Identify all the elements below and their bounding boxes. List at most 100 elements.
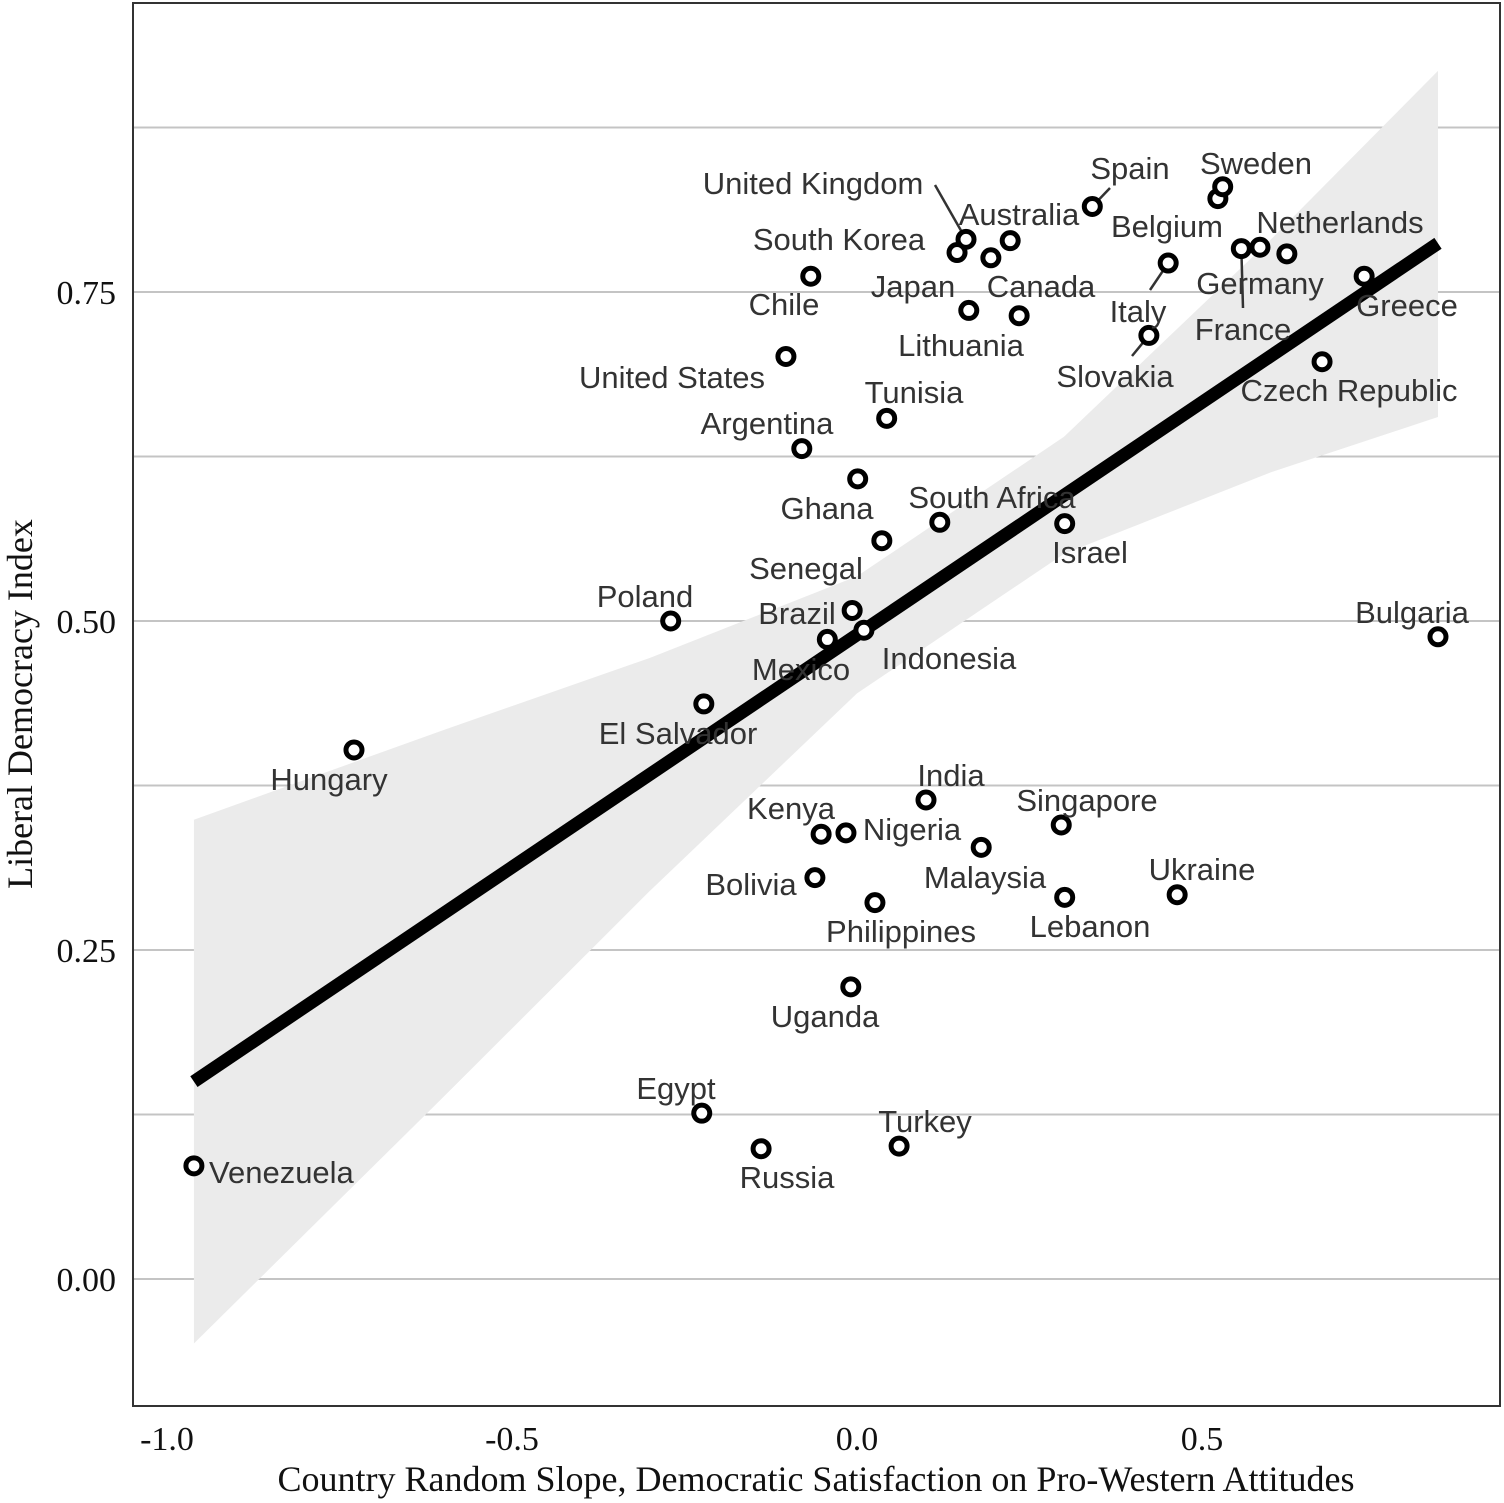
point-label: Japan: [871, 269, 955, 304]
data-point: [1050, 814, 1072, 836]
point-label: Brazil: [758, 596, 836, 631]
data-point: [1054, 513, 1076, 535]
data-points: [183, 176, 1449, 1177]
point-label: Hungary: [270, 762, 388, 797]
point-labels: Venezuela Hungary Poland El Salvador Egypt Ru…: [209, 146, 1470, 1195]
data-point: [847, 468, 869, 490]
data-point: [980, 247, 1002, 269]
data-point: [958, 299, 980, 321]
data-point: [1166, 884, 1188, 906]
point-label: Lebanon: [1030, 909, 1151, 944]
point-label: Malaysia: [924, 860, 1047, 895]
point-label: Chile: [749, 287, 820, 322]
data-point: [888, 1135, 910, 1157]
x-axis-title: Country Random Slope, Democratic Satisfa…: [278, 1459, 1355, 1499]
data-point: [876, 407, 898, 429]
point-label: Slovakia: [1056, 359, 1174, 394]
data-point: [929, 511, 951, 533]
point-label: Uganda: [771, 999, 880, 1034]
point-label: Egypt: [636, 1071, 716, 1106]
point-label: Mexico: [752, 652, 850, 687]
point-label: Poland: [597, 579, 694, 614]
panel-border: [132, 2, 1501, 1407]
point-label: France: [1195, 312, 1291, 347]
data-point: [1311, 351, 1333, 373]
data-point: [660, 610, 682, 632]
data-point: [1427, 626, 1449, 648]
data-point: [791, 438, 813, 460]
point-label: Senegal: [749, 551, 863, 586]
data-point: [816, 628, 838, 650]
point-label: Sweden: [1200, 146, 1312, 181]
point-label: Russia: [740, 1160, 836, 1195]
x-tick-label: 0.0: [836, 1421, 879, 1458]
data-point: [871, 530, 893, 552]
data-point: [1353, 265, 1375, 287]
point-label: Spain: [1090, 151, 1169, 186]
point-label: Canada: [987, 269, 1096, 304]
point-label: Indonesia: [882, 641, 1017, 676]
fit-line: [190, 237, 1442, 1087]
data-point: [970, 836, 992, 858]
y-tick-label: 0.75: [57, 275, 117, 312]
confidence-ribbon: [193, 70, 1438, 1344]
point-label: Bulgaria: [1355, 595, 1469, 630]
point-label: Germany: [1196, 266, 1324, 301]
point-label: Nigeria: [863, 812, 962, 847]
point-label: Bolivia: [705, 867, 797, 902]
point-label: India: [917, 758, 985, 793]
data-point: [1230, 238, 1252, 260]
data-point: [183, 1155, 205, 1177]
point-label: Kenya: [747, 791, 836, 826]
y-tick-label: 0.25: [57, 933, 117, 970]
data-point: [1008, 305, 1030, 327]
point-label: El Salvador: [599, 716, 758, 751]
data-point: [1138, 324, 1160, 346]
data-point: [343, 739, 365, 761]
data-point: [915, 789, 937, 811]
x-tick-label: -0.5: [485, 1421, 539, 1458]
x-tick-label: -1.0: [140, 1421, 194, 1458]
point-label: Belgium: [1111, 209, 1223, 244]
point-label: Tunisia: [865, 375, 965, 410]
point-label: United Kingdom: [703, 166, 924, 201]
point-label: South Africa: [908, 480, 1076, 515]
data-point: [1081, 195, 1103, 217]
y-tick-label: 0.00: [57, 1262, 117, 1299]
point-label: Ukraine: [1149, 852, 1256, 887]
data-point: [800, 265, 822, 287]
point-label: Argentina: [701, 406, 834, 441]
point-label: Netherlands: [1256, 205, 1423, 240]
data-point: [955, 228, 977, 250]
point-label: Lithuania: [898, 328, 1025, 363]
data-point: [840, 976, 862, 998]
data-point: [691, 1102, 713, 1124]
data-point: [1276, 243, 1298, 265]
data-point: [693, 693, 715, 715]
point-label: United States: [579, 360, 765, 395]
point-label: Philippines: [826, 914, 976, 949]
data-point: [1054, 886, 1076, 908]
data-point: [775, 345, 797, 367]
point-label: Australia: [959, 197, 1080, 232]
y-axis-ticks: 0.00 0.25 0.50 0.75: [57, 275, 117, 1299]
point-label: Israel: [1052, 535, 1128, 570]
data-point: [853, 619, 875, 641]
data-point: [810, 823, 832, 845]
confidence-band: [193, 70, 1438, 1344]
x-axis-ticks: -1.0 -0.5 0.0 0.5: [140, 1421, 1223, 1458]
data-point: [1249, 236, 1271, 258]
data-point: [835, 822, 857, 844]
x-tick-label: 0.5: [1181, 1421, 1224, 1458]
data-point: [841, 599, 863, 621]
point-label: Turkey: [878, 1104, 972, 1139]
data-point: [864, 892, 886, 914]
data-point: [750, 1138, 772, 1160]
fit-line-group: [190, 237, 1442, 1087]
point-label: Italy: [1110, 294, 1167, 329]
data-point: [1157, 252, 1179, 274]
y-axis-title: Liberal Democracy Index: [0, 519, 40, 889]
point-label: South Korea: [753, 222, 926, 257]
data-point: [1212, 176, 1234, 198]
